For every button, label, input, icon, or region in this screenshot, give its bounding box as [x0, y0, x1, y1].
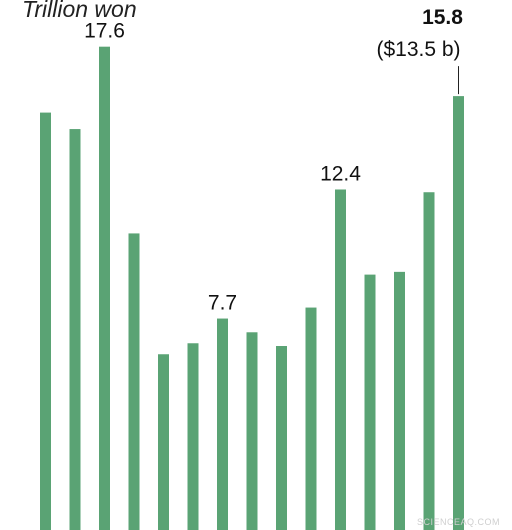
data-label: 12.4	[320, 162, 361, 185]
bar	[335, 189, 346, 530]
bar	[217, 318, 228, 530]
bar	[187, 343, 199, 530]
bar	[128, 233, 140, 530]
unit-label: Trillion won	[22, 0, 137, 22]
data-label: 15.8	[422, 6, 463, 29]
bar	[246, 332, 258, 530]
bar	[394, 271, 405, 530]
bar	[69, 129, 81, 530]
data-label: 7.7	[208, 292, 237, 315]
data-sublabel: ($13.5 b)	[376, 38, 460, 61]
bar	[99, 46, 110, 530]
data-label: 17.6	[84, 20, 125, 43]
bar	[158, 354, 169, 530]
watermark: SCIENCEAQ.COM	[416, 517, 500, 527]
bar	[423, 192, 435, 530]
bar	[40, 112, 51, 530]
bar	[276, 346, 287, 530]
bar	[453, 96, 464, 530]
bar	[364, 274, 376, 530]
bar	[305, 307, 317, 530]
